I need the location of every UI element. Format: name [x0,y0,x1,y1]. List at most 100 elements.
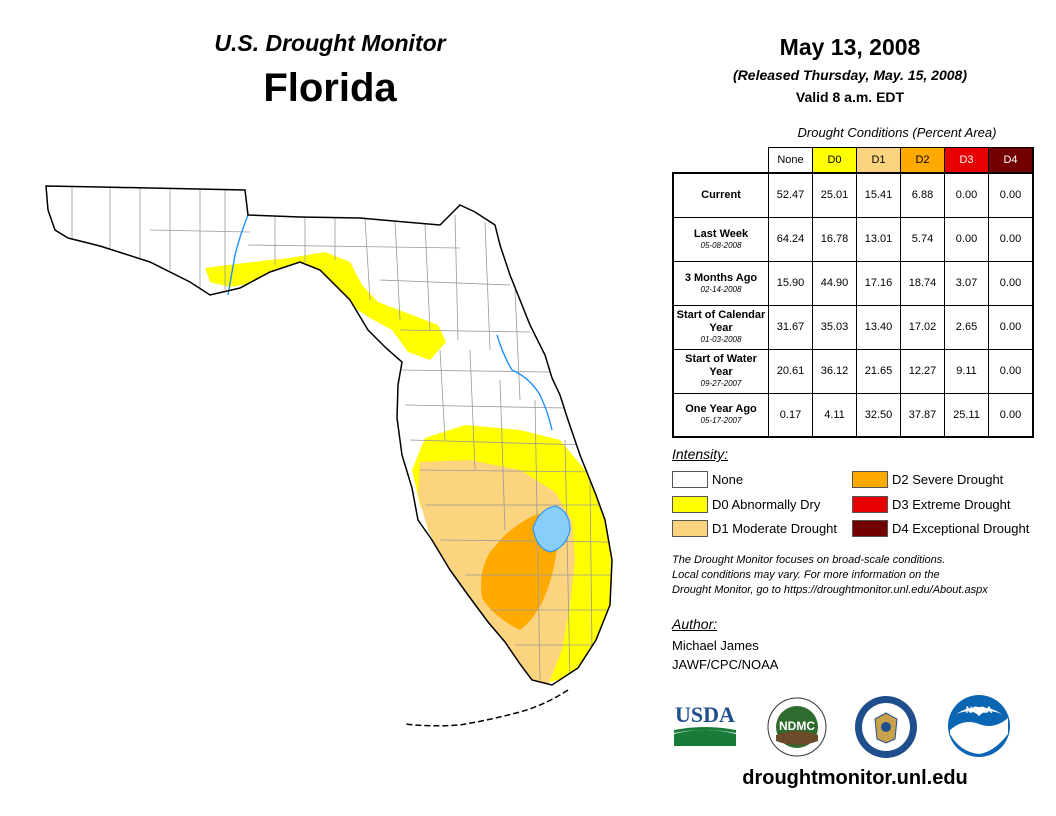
legend-swatch-d3 [852,496,888,513]
table-cell: 15.41 [856,172,901,218]
col-header-d2: D2 [900,147,945,174]
table-cell: 20.61 [768,348,813,394]
st-johns-river [496,334,553,431]
table-cell: 25.01 [812,172,857,218]
apalachicola-river [227,214,249,296]
col-header-d4: D4 [988,147,1034,174]
table-cell: 64.24 [768,216,813,262]
row-date: 05-08-2008 [700,240,742,250]
legend-label-d1: D1 Moderate Drought [712,521,838,536]
row-date: 09-27-2007 [700,379,742,388]
row-label: One Year Ago 05-17-2007 [672,392,769,438]
table-cell: 16.78 [812,216,857,262]
county-lines [71,187,612,681]
legend-label-d3: D3 Extreme Drought [892,497,1011,512]
table-cell: 21.65 [856,348,901,394]
table-cell: 13.01 [856,216,901,262]
row-label-text: Start of Calendar Year [676,309,766,334]
table-cell: 9.11 [944,348,989,394]
table-cell: 0.00 [988,172,1034,218]
legend-swatch-none [672,471,708,488]
usda-logo: USDA [674,702,736,746]
note-line: The Drought Monitor focuses on broad-sca… [672,554,946,566]
table-cell: 25.11 [944,392,989,438]
table-cell: 17.16 [856,260,901,306]
legend-label-d4: D4 Exceptional Drought [892,521,1030,536]
ndmc-logo: NDMC [767,697,827,757]
col-header-d1: D1 [856,147,901,174]
drought-stats-table: None D0 D1 D2 D3 D4 Current 52.47 25.01 … [672,147,1034,438]
table-row: Start of Calendar Year 01-03-2008 31.67 3… [672,304,1034,350]
table-cell: 36.12 [812,348,857,394]
table-cell: 15.90 [768,260,813,306]
table-caption: Drought Conditions (Percent Area) [797,125,997,140]
table-cell: 4.11 [812,392,857,438]
row-label-text: 3 Months Ago [684,271,758,284]
florida-drought-map [45,185,613,727]
legend-label-d2: D2 Severe Drought [892,472,1004,487]
col-header-none: None [768,147,813,174]
legend-swatch-d0 [672,496,708,513]
table-cell: 13.40 [856,304,901,350]
ndmc-logo-text: NDMC [779,719,815,733]
table-row: Current 52.47 25.01 15.41 6.88 0.00 0.00 [672,172,1034,218]
table-cell: 44.90 [812,260,857,306]
table-row: 3 Months Ago 02-14-2008 15.90 44.90 17.16… [672,260,1034,306]
table-cell: 32.50 [856,392,901,438]
table-row: Last Week 05-08-2008 64.24 16.78 13.01 5.… [672,216,1034,262]
florida-keys [404,689,569,727]
table-cell: 12.27 [900,348,945,394]
table-cell: 35.03 [812,304,857,350]
row-label-text: Start of Water Year [685,353,757,378]
state-outline [45,185,613,686]
author-org: JAWF/CPC/NOAA [672,657,779,672]
table-cell: 2.65 [944,304,989,350]
table-cell: 0.00 [988,216,1034,262]
table-cell: 0.17 [768,392,813,438]
row-label-text: Last Week [693,227,749,240]
note-line: Local conditions may vary. For more info… [672,569,940,581]
col-header-d3: D3 [944,147,989,174]
row-label: Start of Calendar Year 01-03-2008 [672,304,769,350]
row-label-text: One Year Ago [685,403,757,416]
map-title: Florida [263,66,397,110]
table-cell: 31.67 [768,304,813,350]
row-date: 01-03-2008 [700,335,742,344]
noaa-logo: NOAA [948,695,1010,757]
table-cell: 37.87 [900,392,945,438]
table-cell: 0.00 [944,216,989,262]
table-cell: 0.00 [944,172,989,218]
table-cell: 3.07 [944,260,989,306]
table-cell: 0.00 [988,392,1034,438]
noaa-logo-text: NOAA [966,705,993,715]
author-name: Michael James [672,638,759,653]
lake-okeechobee [532,505,571,553]
disclaimer-note: The Drought Monitor focuses on broad-sca… [672,553,1047,598]
row-date: 02-14-2008 [700,284,742,294]
row-label-text: Current [701,188,741,201]
table-cell: 0.00 [988,260,1034,306]
row-label: Last Week 05-08-2008 [672,216,769,262]
commerce-seal-logo [855,696,917,758]
table-cell: 52.47 [768,172,813,218]
table-row: Start of Water Year 09-27-2007 20.61 36.1… [672,348,1034,394]
usda-logo-text: USDA [675,702,735,727]
map-date: May 13, 2008 [779,34,921,60]
note-line: Drought Monitor, go to https://droughtmo… [672,584,988,596]
table-cell: 17.02 [900,304,945,350]
map-subtitle: U.S. Drought Monitor [214,30,446,56]
legend-title: Intensity: [672,446,729,462]
row-label: Start of Water Year 09-27-2007 [672,348,769,394]
table-row: One Year Ago 05-17-2007 0.17 4.11 32.50 3… [672,392,1034,438]
valid-time: Valid 8 a.m. EDT [795,89,905,105]
footer-website-link[interactable]: droughtmonitor.unl.edu [742,767,968,789]
legend-label-d0: D0 Abnormally Dry [712,497,821,512]
legend-swatch-d2 [852,471,888,488]
row-label: Current [672,172,769,218]
row-date: 05-17-2007 [700,416,742,426]
col-header-d0: D0 [812,147,857,174]
table-cell: 5.74 [900,216,945,262]
release-date: (Released Thursday, May. 15, 2008) [733,67,967,83]
table-cell: 0.00 [988,348,1034,394]
table-cell: 0.00 [988,304,1034,350]
